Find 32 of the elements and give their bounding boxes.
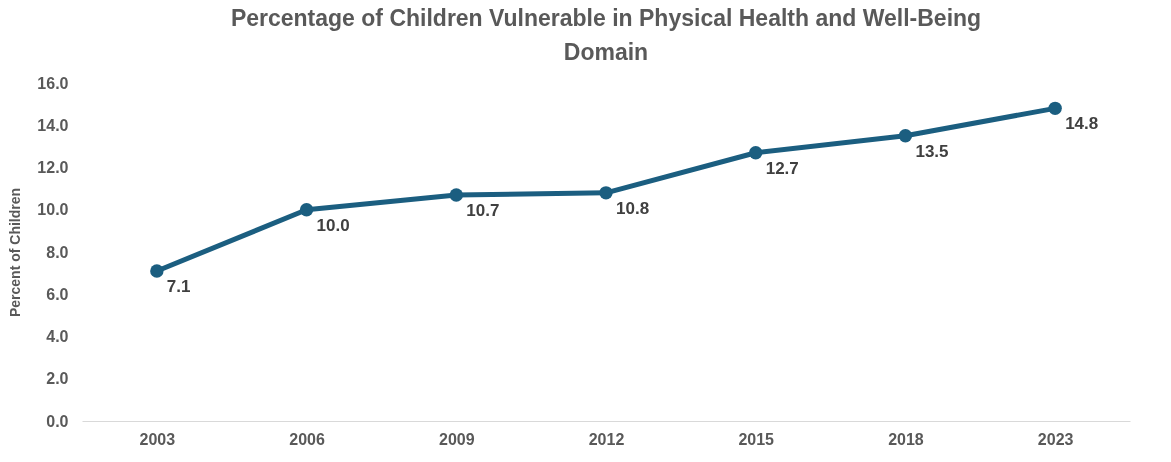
x-tick-label: 2006 xyxy=(289,430,325,448)
x-tick-label: 2012 xyxy=(588,430,625,448)
data-label: 10.0 xyxy=(316,215,350,235)
x-tick-label: 2003 xyxy=(139,430,176,448)
point xyxy=(150,264,164,278)
x-tick-label: 2018 xyxy=(888,430,924,448)
y-tick-label: 16.0 xyxy=(37,74,69,92)
data-label: 14.8 xyxy=(1065,114,1099,134)
point xyxy=(898,129,913,143)
data-label: 10.8 xyxy=(616,198,650,218)
data-label: 7.1 xyxy=(166,277,191,297)
y-tick-label: 14.0 xyxy=(37,116,69,134)
y-tick-label: 12.0 xyxy=(37,159,69,176)
data-label: 13.5 xyxy=(915,141,949,161)
point xyxy=(749,146,763,160)
y-tick-label: 10.0 xyxy=(37,201,69,219)
y-tick-label: 8.0 xyxy=(46,243,69,261)
x-tick-label: 2023 xyxy=(1037,430,1074,448)
point xyxy=(449,188,463,202)
x-tick-label: 2015 xyxy=(738,430,775,448)
x-tick-label: 2009 xyxy=(438,430,475,448)
data-label: 12.7 xyxy=(765,158,799,178)
point xyxy=(599,186,613,200)
y-tick-label: 2.0 xyxy=(46,370,69,388)
point xyxy=(1048,101,1062,116)
y-tick-label: 4.0 xyxy=(46,328,69,345)
y-tick-label: 6.0 xyxy=(46,285,69,303)
point xyxy=(299,203,314,217)
chart-title: Percentage of Children Vulnerable in Physical Health and Well-Being Domain xyxy=(230,5,982,65)
data-label: 10.7 xyxy=(466,200,500,220)
y-axis-title: Percent of Children xyxy=(7,187,24,318)
y-tick-label: 0.0 xyxy=(46,412,69,430)
